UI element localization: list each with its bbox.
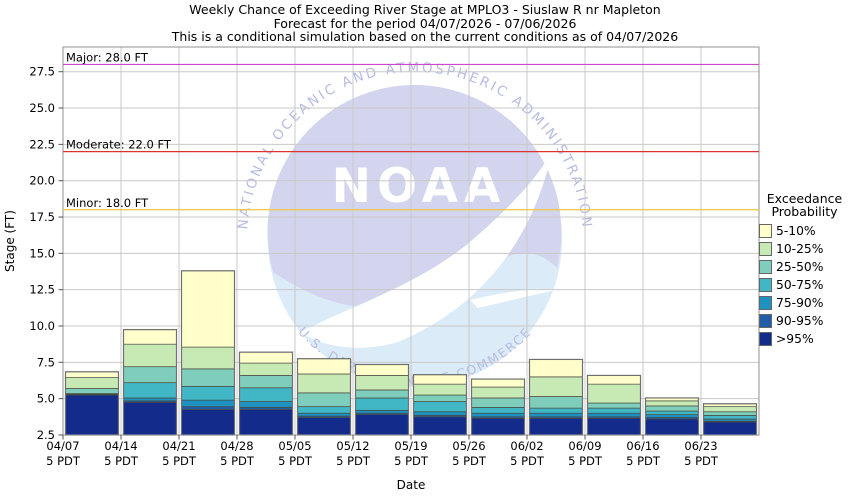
legend-title-line2: Probability [771, 204, 838, 219]
bar-05-26 [470, 378, 526, 436]
bar-04-21 [180, 270, 236, 436]
legend-swatch [759, 295, 772, 310]
svg-text:12.5: 12.5 [29, 283, 55, 297]
svg-text:06/235 PDT: 06/23 5 PDT [684, 439, 719, 468]
svg-text:27.5: 27.5 [29, 65, 55, 79]
svg-text:20.0: 20.0 [29, 174, 55, 188]
legend-swatch [759, 313, 772, 328]
legend-label: 90-95% [776, 313, 824, 328]
bar-06-16 [644, 397, 700, 436]
legend-item-9095: 90-95% [759, 313, 850, 328]
chart-title-line2: Forecast for the period 04/07/2026 - 07/… [273, 15, 577, 31]
svg-text:06/165 PDT: 06/16 5 PDT [626, 439, 661, 468]
legend-items: 5-10% 10-25% 25-50% 50-75% 75-90% 90-95% >95% [759, 223, 850, 346]
legend-label: 5-10% [776, 223, 816, 238]
chart-title-line1: Weekly Chance of Exceeding River Stage a… [189, 2, 661, 17]
svg-text:Moderate: 22.0 FT: Moderate: 22.0 FT [66, 138, 172, 152]
svg-text:05/195 PDT: 05/19 5 PDT [394, 439, 429, 468]
svg-text:5.0: 5.0 [37, 392, 55, 406]
legend-swatch [759, 277, 772, 292]
svg-text:05/055 PDT: 05/05 5 PDT [278, 439, 313, 468]
threshold-major: Major: 28.0 FT [63, 50, 759, 66]
exceedance-probability-legend: Exceedance Probability 5-10% 10-25% 25-50%… [759, 192, 850, 350]
legend-title-line1: Exceedance [766, 191, 843, 206]
y-axis: 2.5 5.0 7.5 10.0 12.5 15.0 17.5 20.0 22.5 25.0 27.… [3, 65, 63, 442]
legend-item-5075: 50-75% [759, 277, 850, 292]
bar-06-09 [586, 374, 642, 436]
legend-item-1025: 10-25% [759, 241, 850, 256]
threshold-minor: Minor: 18.0 FT [63, 196, 759, 211]
svg-text:04/215 PDT: 04/21 5 PDT [162, 439, 197, 468]
legend-label: 25-50% [776, 259, 824, 274]
legend-title: Exceedance Probability [759, 192, 850, 218]
bar-06-02 [528, 358, 584, 436]
svg-text:15.0: 15.0 [29, 246, 55, 260]
legend-item-7590: 75-90% [759, 295, 850, 310]
legend-swatch [759, 331, 772, 346]
svg-text:2.5: 2.5 [37, 428, 55, 442]
legend-item-510: 5-10% [759, 223, 850, 238]
svg-text:17.5: 17.5 [29, 210, 55, 224]
chart-title-line3: This is a conditional simulation based o… [171, 29, 679, 44]
svg-text:06/025 PDT: 06/02 5 PDT [510, 439, 545, 468]
legend-swatch [759, 259, 772, 274]
legend-swatch [759, 223, 772, 238]
svg-text:05/265 PDT: 05/26 5 PDT [452, 439, 487, 468]
svg-text:25.0: 25.0 [29, 101, 55, 115]
svg-text:Minor: 18.0 FT: Minor: 18.0 FT [66, 196, 149, 210]
legend-label: 10-25% [776, 241, 824, 256]
svg-text:05/125 PDT: 05/12 5 PDT [336, 439, 371, 468]
svg-text:22.5: 22.5 [29, 137, 55, 151]
bar-05-19 [412, 374, 468, 436]
legend-item-2550: 25-50% [759, 259, 850, 274]
legend-label: 75-90% [776, 295, 824, 310]
x-axis: 04/07 5 PDT 04/14 5 PDT 04/21 5 PDT 04/28 5 PDT… [46, 435, 719, 492]
gridlines [63, 47, 759, 435]
svg-text:Date: Date [397, 478, 426, 492]
legend-swatch [759, 241, 772, 256]
bar-04-14 [122, 329, 178, 436]
svg-text:04/075 PDT: 04/07 5 PDT [46, 439, 81, 468]
bar-06-23 [702, 403, 758, 436]
svg-text:10.0: 10.0 [29, 319, 55, 333]
threshold-moderate: Moderate: 22.0 FT [63, 138, 759, 153]
svg-text:Stage (FT): Stage (FT) [3, 210, 17, 272]
bar-05-05 [296, 358, 352, 436]
svg-text:06/095 PDT: 06/09 5 PDT [568, 439, 603, 468]
stacked-probability-bars [64, 270, 758, 436]
svg-text:04/145 PDT: 04/14 5 PDT [104, 439, 139, 468]
svg-text:7.5: 7.5 [37, 355, 55, 369]
legend-label: 50-75% [776, 277, 824, 292]
legend-label: >95% [776, 331, 814, 346]
bar-04-07 [64, 371, 120, 436]
bar-05-12 [354, 363, 410, 436]
svg-text:Major: 28.0 FT: Major: 28.0 FT [66, 50, 149, 64]
bar-04-28 [238, 351, 294, 436]
chart-titles: Weekly Chance of Exceeding River Stage a… [0, 3, 850, 44]
svg-text:NOAA: NOAA [332, 159, 507, 214]
legend-item-95: >95% [759, 331, 850, 346]
svg-text:04/285 PDT: 04/28 5 PDT [220, 439, 255, 468]
